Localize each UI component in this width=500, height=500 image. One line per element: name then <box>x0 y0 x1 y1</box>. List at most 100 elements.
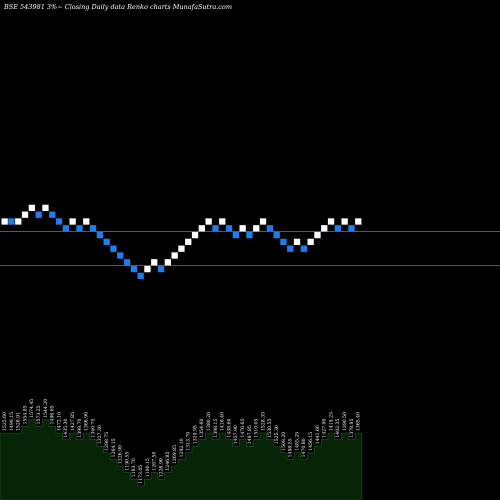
renko-brick-down <box>334 225 341 232</box>
renko-brick-up <box>205 218 212 225</box>
volume-label: 1554.85 <box>22 405 28 424</box>
volume-label: 1525.30 <box>274 425 280 444</box>
volume-label: 1327.30 <box>97 425 103 444</box>
renko-brick-down <box>130 265 137 273</box>
renko-brick-down <box>96 231 103 239</box>
volume-label: 1264.15 <box>111 438 117 457</box>
volume-label: 1173.05 <box>138 465 144 484</box>
renko-brick-down <box>212 225 219 232</box>
volume-label: 1269.85 <box>172 445 178 464</box>
renko-brick-down <box>8 218 15 225</box>
renko-brick-up <box>219 218 226 225</box>
renko-brick-up <box>239 225 246 232</box>
renko-brick-down <box>273 231 280 239</box>
volume-label: 1497.85 <box>247 425 253 444</box>
renko-brick-up <box>314 231 321 239</box>
renko-brick-down <box>35 211 42 218</box>
renko-brick-up <box>259 218 267 225</box>
renko-brick-up <box>15 218 22 225</box>
renko-brick-down <box>157 265 165 273</box>
renko-brick-down <box>55 218 63 225</box>
volume-label: 1226.90 <box>118 445 124 464</box>
volume-label: 1298.75 <box>104 432 110 451</box>
volume-label: 1508.20 <box>281 432 287 451</box>
renko-brick-up <box>191 231 199 239</box>
renko-brick-up <box>42 204 49 212</box>
volume-label: 1399.70 <box>77 419 83 438</box>
volume-label: 1378.95 <box>349 419 355 438</box>
volume-label: 1510.05 <box>254 419 260 438</box>
volume-label: 1390.50 <box>342 412 348 431</box>
renko-brick-down <box>76 225 83 232</box>
renko-brick-down <box>300 245 307 252</box>
renko-brick-up <box>83 218 90 225</box>
renko-brick-up <box>178 245 185 252</box>
renko-brick-down <box>110 245 117 252</box>
volume-label: 1313.70 <box>186 432 192 451</box>
volume-label: 1354.60 <box>199 419 205 438</box>
renko-brick-up <box>28 204 35 212</box>
renko-brick-down <box>117 252 124 259</box>
volume-label: 1427.90 <box>322 419 328 438</box>
renko-brick-up <box>21 211 29 218</box>
reference-lines <box>0 231 500 266</box>
renko-brick-up <box>171 252 178 259</box>
volume-labels: 1525.60 1490.15 1528.91 1554.85 1574.45 1573.… <box>2 399 362 484</box>
volume-label: 1530.55 <box>267 419 273 438</box>
volume-label: 1340.75 <box>90 419 96 438</box>
volume-label: 1470.80 <box>301 438 307 457</box>
volume-label: 1496.65 <box>50 405 56 424</box>
volume-label: 1414.25 <box>328 412 334 431</box>
renko-brick-down <box>137 272 144 280</box>
volume-label: 1525.60 <box>2 412 8 431</box>
renko-brick-up <box>198 225 205 232</box>
renko-brick-up <box>355 218 362 225</box>
renko-brick-up <box>253 225 260 232</box>
renko-brick-down <box>49 211 56 218</box>
renko-brick-up <box>293 238 301 246</box>
volume-area-group <box>0 419 363 500</box>
volume-label: 1207.50 <box>152 452 158 471</box>
volume-label: 1380.20 <box>206 412 212 431</box>
renko-brick-up <box>151 259 158 266</box>
volume-label: 1226.90 <box>158 458 164 477</box>
renko-brick-up <box>321 225 328 232</box>
renko-brick-up <box>144 265 151 273</box>
renko-brick-down <box>266 225 273 232</box>
volume-label: 1438.60 <box>226 419 232 438</box>
renko-brick-up <box>185 238 192 246</box>
volume-label: 1398.15 <box>213 419 219 438</box>
renko-brick-down <box>225 225 233 232</box>
volume-label: 1490.15 <box>9 412 15 431</box>
volume-label: 1498.55 <box>288 438 294 457</box>
renko-brick-down <box>280 238 287 246</box>
volume-label: 1402.35 <box>335 419 341 438</box>
renko-brick-up <box>327 218 335 225</box>
volume-label: 1366.90 <box>84 412 90 431</box>
volume-label: 1418.40 <box>220 412 226 431</box>
renko-brick-up <box>341 218 348 225</box>
volume-label: 1528.35 <box>260 412 266 431</box>
renko-brick-up <box>69 218 76 225</box>
volume-area <box>0 419 363 500</box>
renko-brick-down <box>89 225 97 232</box>
renko-brick-down <box>123 259 131 266</box>
volume-label: 1365.40 <box>356 412 362 431</box>
volume-label: 1441.60 <box>315 425 321 444</box>
volume-label: 1435.30 <box>63 419 69 438</box>
chart-title: BSE 543981 3%~ Closing Daily data Renko … <box>3 3 232 11</box>
volume-label: 1163.70 <box>131 458 137 477</box>
volume-label: 1457.90 <box>233 425 239 444</box>
renko-brick-up <box>164 259 171 266</box>
renko-brick-down <box>287 245 294 252</box>
renko-bricks <box>1 204 362 280</box>
renko-brick-down <box>62 225 69 232</box>
renko-brick-down <box>246 231 253 239</box>
volume-label: 1528.91 <box>16 412 22 431</box>
volume-label: 1485.25 <box>294 432 300 451</box>
renko-brick-down <box>103 238 110 246</box>
volume-label: 1573.25 <box>36 405 42 424</box>
renko-brick-down <box>232 231 239 239</box>
volume-label: 1427.85 <box>70 412 76 431</box>
